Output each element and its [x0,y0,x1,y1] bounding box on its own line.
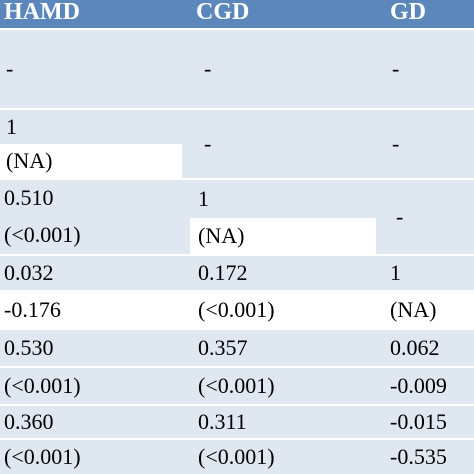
table-cell: -0.009 [380,368,474,404]
table-cell: (NA) [380,292,474,328]
table-cell: 0.062 [380,330,474,366]
table-cell: - [380,30,474,108]
table-cell: (<0.001) [0,440,190,474]
table-cell: 1 [380,256,474,290]
header-cgd: CGD [190,0,380,28]
table-cell: (<0.001) [0,368,190,404]
table-cell: - [376,180,474,254]
table-cell [182,144,190,178]
table-cell: (<0.001) [190,368,380,404]
table-cell: 0.360 [0,406,190,438]
table-cell: (NA) [190,218,376,254]
table-cell: (NA) [0,144,182,178]
table-cell: - [190,30,380,108]
table-cell: 0.530 [0,330,190,366]
table-cell: (<0.001) [190,292,380,328]
table-cell: -0.535 [380,440,474,474]
table-cell: 1 [190,180,380,218]
header-gd: GD [380,0,474,28]
table-cell: -0.176 [0,292,190,328]
table-cell: (<0.001) [0,216,190,254]
table-cell: - [190,110,380,178]
table-cell: - [0,30,190,108]
table-cell: 0.357 [190,330,380,366]
table-cell: -0.015 [380,406,474,438]
table-cell: 1 [0,110,190,144]
table-cell: 0.510 [0,180,190,216]
table-cell: - [380,110,474,178]
table-cell: 0.172 [190,256,380,290]
table-cell: 0.311 [190,406,380,438]
table-cell: (<0.001) [190,440,380,474]
header-hamd: HAMD [0,0,190,28]
table-cell: 0.032 [0,256,190,290]
